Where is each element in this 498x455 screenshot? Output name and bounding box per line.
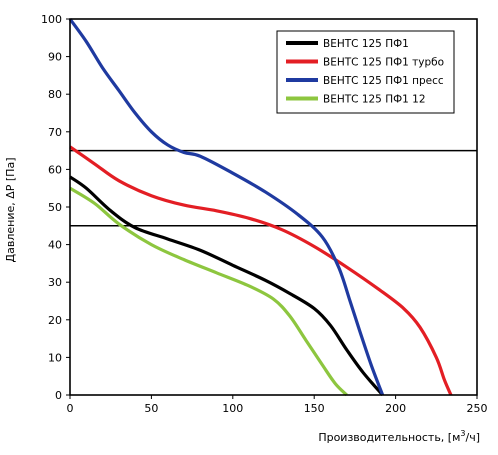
legend-label: ВЕНТС 125 ПФ1 12 [323, 94, 426, 106]
y-tick-label: 30 [48, 276, 62, 289]
x-tick-label: 0 [67, 402, 74, 415]
x-tick-label: 200 [385, 402, 406, 415]
x-axis-title: Производительность, [м3/ч] [318, 429, 480, 444]
x-tick-label: 150 [304, 402, 325, 415]
y-axis-ticks: 0 10 20 30 40 50 60 70 80 90 100 [41, 13, 70, 402]
series-line-1 [69, 145, 453, 396]
y-axis-title: Давление, ΔР [Па] [4, 158, 17, 263]
y-tick-label: 100 [41, 13, 62, 26]
legend-label: ВЕНТС 125 ПФ1 [323, 38, 409, 50]
series-layer [68, 18, 453, 397]
legend-label: ВЕНТС 125 ПФ1 турбо [323, 57, 444, 69]
series-line-3 [69, 186, 348, 397]
plot-frame [69, 18, 478, 396]
y-tick-label: 0 [55, 389, 62, 402]
y-tick-label: 60 [48, 163, 62, 176]
y-tick-label: 40 [48, 239, 62, 252]
y-tick-label: 90 [48, 51, 62, 64]
series-line-2 [68, 18, 385, 396]
x-axis-title-main: Производительность, [м [318, 431, 460, 444]
legend-label: ВЕНТС 125 ПФ1 пресс [323, 75, 444, 87]
y-tick-label: 70 [48, 126, 62, 139]
x-tick-label: 50 [144, 402, 158, 415]
x-tick-label: 250 [467, 402, 488, 415]
legend: ВЕНТС 125 ПФ1 ВЕНТС 125 ПФ1 турбо ВЕНТС 12… [276, 30, 455, 114]
y-tick-label: 50 [48, 201, 62, 214]
y-tick-label: 10 [48, 351, 62, 364]
x-tick-label: 100 [222, 402, 243, 415]
y-tick-label: 20 [48, 314, 62, 327]
series-line-0 [69, 175, 384, 397]
x-axis-ticks: 0 50 100 150 200 250 [67, 395, 488, 415]
x-axis-title-sup: 3 [460, 429, 465, 438]
x-axis-title-tail: /ч] [466, 431, 481, 444]
y-tick-label: 80 [48, 88, 62, 101]
